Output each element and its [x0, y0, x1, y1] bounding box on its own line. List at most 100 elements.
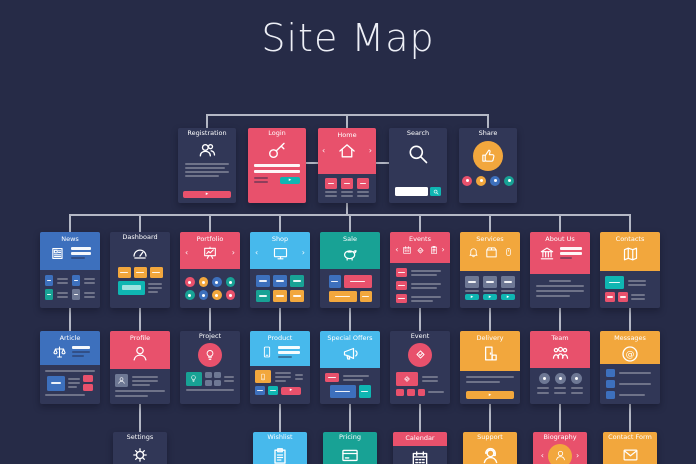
- icon-mark: [327, 182, 335, 185]
- icon-mark: [398, 297, 405, 300]
- group: [148, 282, 162, 293]
- social-icon: [476, 175, 486, 186]
- tile: [396, 268, 407, 277]
- card-header: Team: [530, 331, 590, 368]
- node-wishlist: Wishlist: [253, 432, 307, 464]
- tile: [268, 386, 278, 395]
- group: [248, 163, 306, 173]
- credit-card-icon: [339, 445, 361, 464]
- group: [70, 247, 91, 260]
- text-line: [57, 291, 68, 294]
- tile: [273, 290, 287, 302]
- gauge-icon: [129, 243, 151, 262]
- group: ▸ ▸ ▸: [465, 276, 515, 300]
- card-header: Article: [40, 331, 100, 365]
- node-label: Login: [268, 129, 286, 137]
- group: [395, 187, 441, 196]
- group: [325, 178, 337, 197]
- text-line: [341, 195, 353, 197]
- connector: [346, 203, 348, 215]
- node-label: Support: [477, 433, 503, 441]
- card-body: [600, 364, 660, 404]
- icon-mark: [359, 182, 367, 185]
- tile: [328, 275, 341, 288]
- text-line: [115, 395, 148, 397]
- node-label: Profile: [129, 334, 151, 342]
- text-line: [68, 378, 80, 380]
- text-line: [254, 163, 300, 167]
- connector: [376, 162, 389, 164]
- text-line: [254, 177, 268, 180]
- group: [560, 247, 582, 260]
- card-body: [320, 368, 380, 404]
- text-line: [422, 375, 438, 378]
- icon-dot: [215, 293, 219, 297]
- icon-mark: [335, 390, 350, 393]
- megaphone-icon: [340, 344, 361, 362]
- group: [51, 344, 90, 360]
- card-header: News: [40, 232, 100, 270]
- chevron-left-icon: ‹: [185, 247, 189, 257]
- icon-mark: [259, 280, 267, 282]
- group: [411, 282, 441, 289]
- group: [538, 245, 582, 262]
- icon-mark: [620, 296, 626, 298]
- tile: [255, 386, 265, 395]
- card-body: [40, 365, 100, 404]
- group: [343, 374, 369, 381]
- tile: [328, 291, 357, 302]
- node-article: Article: [40, 331, 100, 404]
- text-line: [571, 387, 583, 389]
- card-header: Portfolio ‹ ›: [180, 232, 240, 269]
- card-header: Delivery: [460, 331, 520, 371]
- icon-mark: [328, 376, 336, 379]
- connector: [629, 308, 631, 331]
- tile: [149, 266, 163, 278]
- connector: [279, 404, 281, 432]
- text-line: [185, 162, 229, 165]
- group: [467, 245, 514, 260]
- tile: [396, 388, 404, 396]
- text-line: [325, 191, 337, 193]
- tile: [213, 379, 221, 386]
- icon-mark: [51, 382, 61, 384]
- connector: [139, 214, 141, 232]
- icon-mark: [73, 293, 79, 296]
- card-header: Services: [460, 232, 520, 271]
- text-line: [411, 295, 441, 298]
- text-line: [465, 290, 479, 292]
- text-line: [278, 350, 300, 354]
- team-icon: [549, 344, 572, 362]
- node-contact-form: Contact Form: [603, 432, 657, 464]
- node-registration: Registration ▸: [178, 128, 236, 203]
- chevron-left-icon: ‹: [395, 245, 399, 255]
- tile: [357, 178, 369, 189]
- person-badge-icon: [548, 443, 572, 464]
- group: ‹ ›: [250, 245, 310, 262]
- group: [295, 373, 303, 380]
- group: [45, 275, 95, 286]
- card-body: ▸ ▸ ▸: [460, 271, 520, 308]
- node-label: Article: [59, 334, 81, 342]
- icon-mark: [468, 281, 476, 283]
- node-dashboard: Dashboard: [110, 232, 170, 308]
- tile: [465, 276, 479, 288]
- text-line: [411, 282, 441, 285]
- handshake-icon: [415, 245, 426, 256]
- connector: [346, 114, 348, 128]
- icon: [189, 374, 198, 383]
- node-events: Events ‹ ›: [390, 232, 450, 308]
- tile: [255, 370, 271, 383]
- tile: [606, 369, 615, 377]
- group: ▸: [501, 276, 515, 300]
- icon: [402, 374, 412, 384]
- group: [459, 175, 517, 186]
- node-home: Home ‹ ›: [318, 128, 376, 203]
- text-line: [84, 281, 95, 284]
- search-input: [395, 187, 429, 196]
- group: [411, 269, 441, 276]
- icon-mark: [270, 389, 276, 392]
- card-header: Messages: [600, 331, 660, 364]
- person-icon: [130, 344, 150, 363]
- text-line: [186, 388, 234, 391]
